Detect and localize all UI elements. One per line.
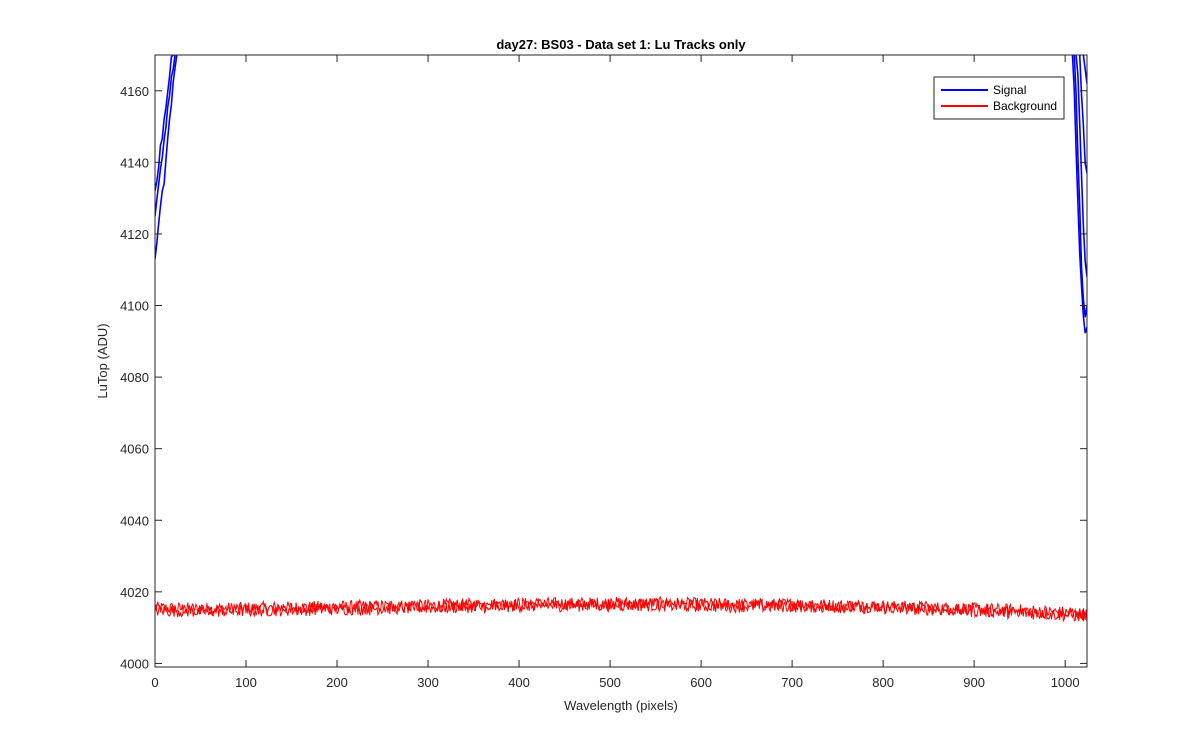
legend-box [933, 76, 1065, 120]
legend-signal-label: Signal [993, 83, 1026, 97]
signal-trace-5 [1075, 55, 1087, 277]
y-tick-label: 4080 [120, 370, 149, 385]
x-axis-ticks: 0 100 200 300 400 500 600 700 800 900 1000 [151, 55, 1080, 690]
chart-title: day27: BS03 - Data set 1: Lu Tracks only [496, 37, 746, 52]
y-tick-label: 4140 [120, 155, 149, 170]
signal-trace-4 [1073, 55, 1087, 318]
background-trace-1 [155, 597, 1087, 623]
signal-trace-7 [1082, 55, 1087, 84]
x-tick-label: 100 [235, 675, 257, 690]
signal-trace-2 [155, 55, 174, 192]
x-tick-label: 700 [781, 675, 803, 690]
x-tick-label: 300 [417, 675, 439, 690]
y-tick-label: 4100 [120, 299, 149, 314]
signal-trace-1 [155, 55, 176, 217]
y-axis-label: LuTop (ADU) [95, 323, 110, 398]
y-tick-label: 4040 [120, 513, 149, 528]
signal-trace-3 [1071, 55, 1087, 334]
x-tick-label: 200 [326, 675, 348, 690]
x-tick-label: 900 [963, 675, 985, 690]
signal-trace-6 [1078, 55, 1087, 174]
x-axis-label: Wavelength (pixels) [564, 698, 678, 713]
y-tick-label: 4000 [120, 656, 149, 671]
x-tick-label: 500 [599, 675, 621, 690]
x-tick-label: 800 [872, 675, 894, 690]
legend: Signal Background [933, 76, 1065, 120]
plot-frame [154, 54, 1088, 668]
signal-series [155, 55, 1087, 334]
y-tick-label: 4020 [120, 585, 149, 600]
x-tick-label: 0 [151, 675, 158, 690]
y-tick-label: 4120 [120, 227, 149, 242]
background-series [155, 595, 1087, 623]
x-tick-label: 1000 [1051, 675, 1080, 690]
y-tick-label: 4160 [120, 84, 149, 99]
y-axis-ticks: 4000 4020 4040 4060 4080 4100 4120 4140 4160 [120, 84, 1087, 671]
x-tick-label: 400 [508, 675, 530, 690]
x-tick-label: 600 [690, 675, 712, 690]
plot-area [155, 55, 1087, 667]
legend-background-label: Background [993, 99, 1057, 113]
signal-trace-0 [155, 55, 178, 260]
y-tick-label: 4060 [120, 442, 149, 457]
